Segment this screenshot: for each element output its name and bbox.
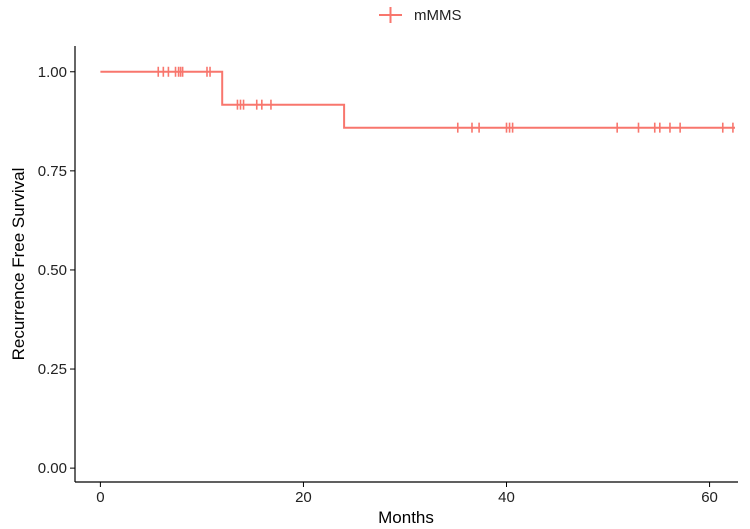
y-axis-title: Recurrence Free Survival <box>9 168 28 361</box>
x-tick-label: 20 <box>295 489 312 506</box>
plot-area <box>100 66 735 133</box>
axes <box>74 46 738 483</box>
x-tick-label: 60 <box>701 489 718 506</box>
y-ticks: 0.00 0.25 0.50 0.75 1.00 <box>38 64 75 477</box>
y-tick-label: 0.75 <box>38 163 67 180</box>
y-tick-label: 0.00 <box>38 460 67 477</box>
survival-curve <box>100 70 735 129</box>
x-axis-title: Months <box>378 508 434 527</box>
legend-label-mmms: mMMS <box>414 7 462 24</box>
y-tick-label: 1.00 <box>38 64 67 81</box>
x-ticks: 0 20 40 60 <box>96 482 718 506</box>
y-tick-label: 0.50 <box>38 262 67 279</box>
y-tick-label: 0.25 <box>38 361 67 378</box>
x-tick-label: 0 <box>96 489 104 506</box>
x-tick-label: 40 <box>498 489 515 506</box>
legend: mMMS <box>379 7 462 24</box>
